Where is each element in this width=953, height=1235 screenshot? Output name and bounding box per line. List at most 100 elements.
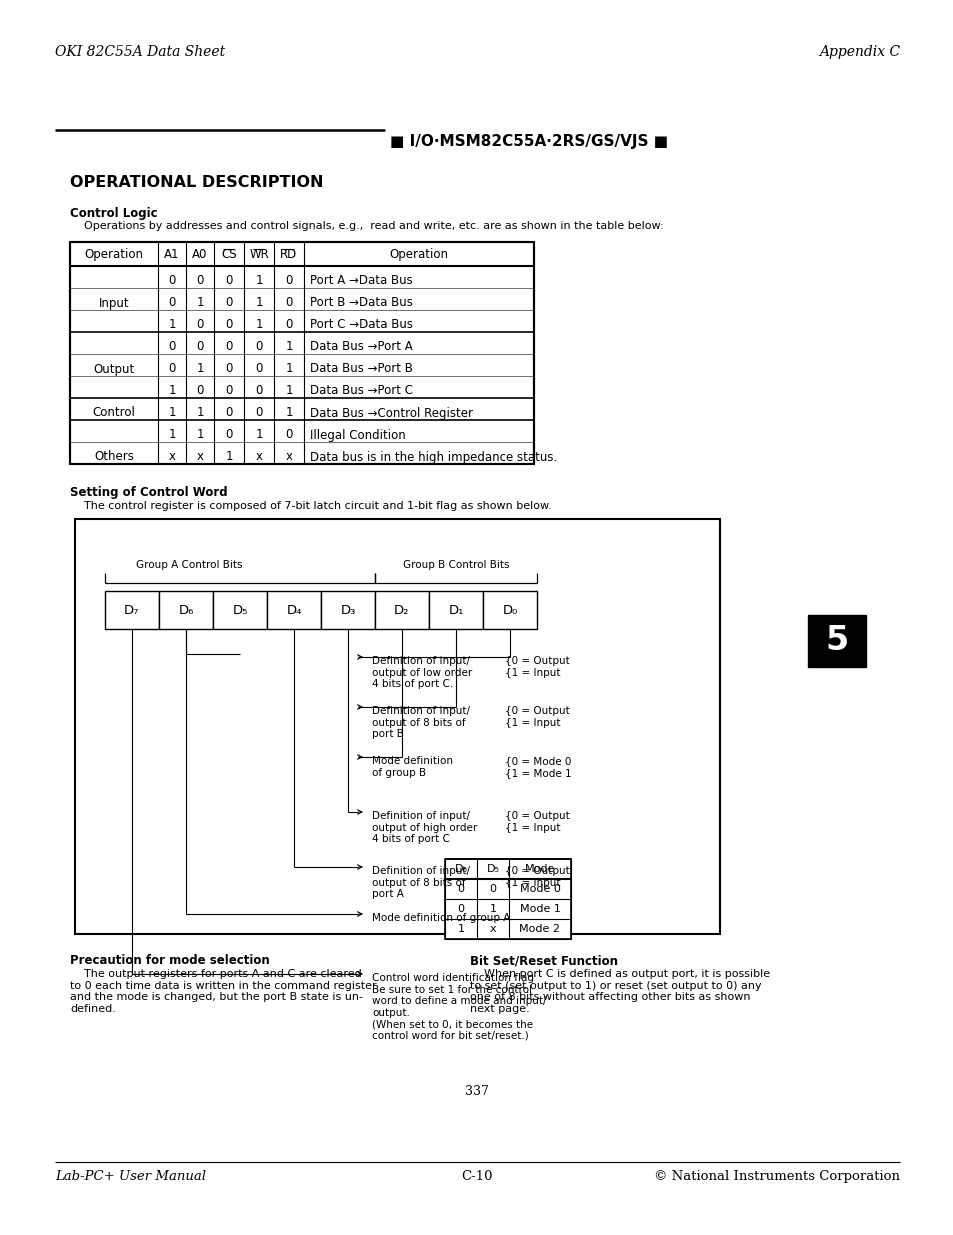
Text: Operations by addresses and control signals, e.g.,  read and write, etc. are as : Operations by addresses and control sign…: [70, 221, 663, 231]
Text: 0: 0: [225, 341, 233, 353]
Text: 0: 0: [457, 884, 464, 894]
Text: Mode definition
of group B: Mode definition of group B: [372, 756, 453, 778]
Text: D₀: D₀: [502, 604, 517, 616]
Text: 0: 0: [168, 274, 175, 288]
Text: {0 = Mode 0
{1 = Mode 1: {0 = Mode 0 {1 = Mode 1: [504, 756, 571, 778]
Text: D₂: D₂: [394, 604, 410, 616]
Text: 0: 0: [255, 363, 262, 375]
Text: 0: 0: [168, 363, 175, 375]
Text: D₃: D₃: [340, 604, 355, 616]
Text: D₅: D₅: [233, 604, 248, 616]
Bar: [429, 592, 482, 629]
Text: 0: 0: [225, 274, 233, 288]
Text: Group B Control Bits: Group B Control Bits: [402, 559, 509, 571]
Text: 1: 1: [196, 296, 204, 310]
Text: 1: 1: [285, 406, 293, 420]
Text: x: x: [255, 451, 262, 463]
Text: © National Instruments Corporation: © National Instruments Corporation: [654, 1170, 899, 1183]
Text: Bit Set/Reset Function: Bit Set/Reset Function: [470, 953, 618, 967]
Text: OKI 82C55A Data Sheet: OKI 82C55A Data Sheet: [55, 44, 225, 59]
Bar: [444, 860, 571, 939]
Text: Data Bus →Port B: Data Bus →Port B: [310, 363, 413, 375]
Text: Control word identification flag
Be sure to set 1 for the control
word to define: Control word identification flag Be sure…: [372, 973, 546, 1041]
Text: Definition of input/
output of 8 bits of
port A: Definition of input/ output of 8 bits of…: [372, 866, 470, 899]
Bar: [70, 242, 534, 464]
Text: 0: 0: [225, 296, 233, 310]
Text: 1: 1: [196, 429, 204, 441]
Text: Definition of input/
output of high order
4 bits of port C: Definition of input/ output of high orde…: [372, 811, 476, 845]
Text: x: x: [489, 924, 496, 934]
Text: 5: 5: [824, 625, 848, 657]
Text: The control register is composed of 7-bit latch circuit and 1-bit flag as shown : The control register is composed of 7-bi…: [70, 501, 551, 511]
Text: D₁: D₁: [448, 604, 463, 616]
Text: 0: 0: [285, 319, 293, 331]
Text: 0: 0: [285, 429, 293, 441]
Text: {0 = Output
{1 = Input: {0 = Output {1 = Input: [504, 656, 569, 678]
Text: CS: CS: [221, 248, 236, 261]
Text: x: x: [285, 451, 293, 463]
Text: When port C is defined as output port, it is possible
to set (set output to 1) o: When port C is defined as output port, i…: [470, 969, 769, 1014]
Text: D₆: D₆: [178, 604, 193, 616]
Text: 1: 1: [168, 319, 175, 331]
Text: 0: 0: [225, 319, 233, 331]
Text: Operation: Operation: [85, 248, 143, 261]
Text: D₄: D₄: [286, 604, 301, 616]
Text: 0: 0: [168, 296, 175, 310]
Bar: [105, 592, 159, 629]
Text: {0 = Output
{1 = Input: {0 = Output {1 = Input: [504, 706, 569, 727]
Text: 0: 0: [225, 384, 233, 398]
Text: Illegal Condition: Illegal Condition: [310, 429, 405, 441]
Text: 1: 1: [168, 429, 175, 441]
Text: 0: 0: [225, 406, 233, 420]
Bar: [213, 592, 267, 629]
Text: 1: 1: [457, 924, 464, 934]
Bar: [159, 592, 213, 629]
Text: D₇: D₇: [124, 604, 139, 616]
Text: Data Bus →Control Register: Data Bus →Control Register: [310, 406, 473, 420]
Text: D₅: D₅: [486, 864, 499, 874]
Text: 0: 0: [196, 341, 204, 353]
Text: Precaution for mode selection: Precaution for mode selection: [70, 953, 270, 967]
Text: Data bus is in the high impedance status.: Data bus is in the high impedance status…: [310, 451, 557, 463]
Bar: [482, 592, 537, 629]
Text: Mode definition of group A: Mode definition of group A: [372, 913, 510, 923]
Text: 1: 1: [225, 451, 233, 463]
Text: 0: 0: [225, 363, 233, 375]
Text: 1: 1: [196, 363, 204, 375]
Text: Input: Input: [98, 296, 130, 310]
Bar: [375, 592, 429, 629]
Text: Control Logic: Control Logic: [70, 207, 157, 220]
Text: Data Bus →Port A: Data Bus →Port A: [310, 341, 413, 353]
Bar: [807, 615, 865, 667]
Text: Port A →Data Bus: Port A →Data Bus: [310, 274, 413, 288]
Text: 1: 1: [255, 429, 262, 441]
Text: The output registers for ports A and C are cleared
to 0 each time data is writte: The output registers for ports A and C a…: [70, 969, 376, 1014]
Text: 0: 0: [285, 296, 293, 310]
Text: 1: 1: [168, 384, 175, 398]
Text: ■ I/O·MSM82C55A·2RS/GS/VJS ■: ■ I/O·MSM82C55A·2RS/GS/VJS ■: [390, 135, 667, 149]
Text: Operation: Operation: [389, 248, 448, 261]
Text: 1: 1: [489, 904, 496, 914]
Text: Setting of Control Word: Setting of Control Word: [70, 487, 228, 499]
Text: Port B →Data Bus: Port B →Data Bus: [310, 296, 413, 310]
Text: 0: 0: [225, 429, 233, 441]
Text: 0: 0: [196, 274, 204, 288]
Bar: [75, 519, 720, 934]
Text: Port C →Data Bus: Port C →Data Bus: [310, 319, 413, 331]
Text: 1: 1: [285, 341, 293, 353]
Text: 0: 0: [196, 319, 204, 331]
Text: {0 = Output
{1 = Input: {0 = Output {1 = Input: [504, 866, 569, 888]
Text: Output: Output: [93, 363, 134, 375]
Text: 0: 0: [168, 341, 175, 353]
Text: Definition of input/
output of 8 bits of
port B: Definition of input/ output of 8 bits of…: [372, 706, 470, 740]
Text: 1: 1: [255, 319, 262, 331]
Text: Others: Others: [94, 451, 133, 463]
Text: Definition of input/
output of low order
4 bits of port C.: Definition of input/ output of low order…: [372, 656, 472, 689]
Text: Group A Control Bits: Group A Control Bits: [135, 559, 242, 571]
Text: 0: 0: [196, 384, 204, 398]
Text: WR: WR: [249, 248, 269, 261]
Text: Mode 2: Mode 2: [519, 924, 560, 934]
Text: 1: 1: [168, 406, 175, 420]
Text: Appendix C: Appendix C: [818, 44, 899, 59]
Text: OPERATIONAL DESCRIPTION: OPERATIONAL DESCRIPTION: [70, 175, 323, 190]
